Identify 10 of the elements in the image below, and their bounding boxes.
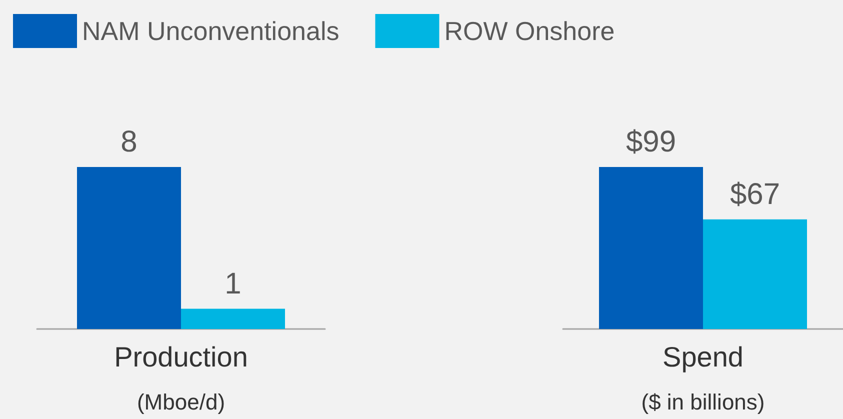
x-axis-title: ($ in billions) xyxy=(641,390,765,414)
data-label: 8 xyxy=(120,126,138,158)
x-tick-label: Spend xyxy=(662,342,744,372)
data-label: $99 xyxy=(626,126,676,158)
legend-label: ROW Onshore xyxy=(444,16,615,46)
x-tick-label: Production xyxy=(114,342,248,372)
x-axis-title: (Mboe/d) xyxy=(136,390,226,414)
data-label: 1 xyxy=(224,267,242,300)
legend-label: NAM Unconventionals xyxy=(82,16,340,46)
data-label: $67 xyxy=(730,178,780,211)
